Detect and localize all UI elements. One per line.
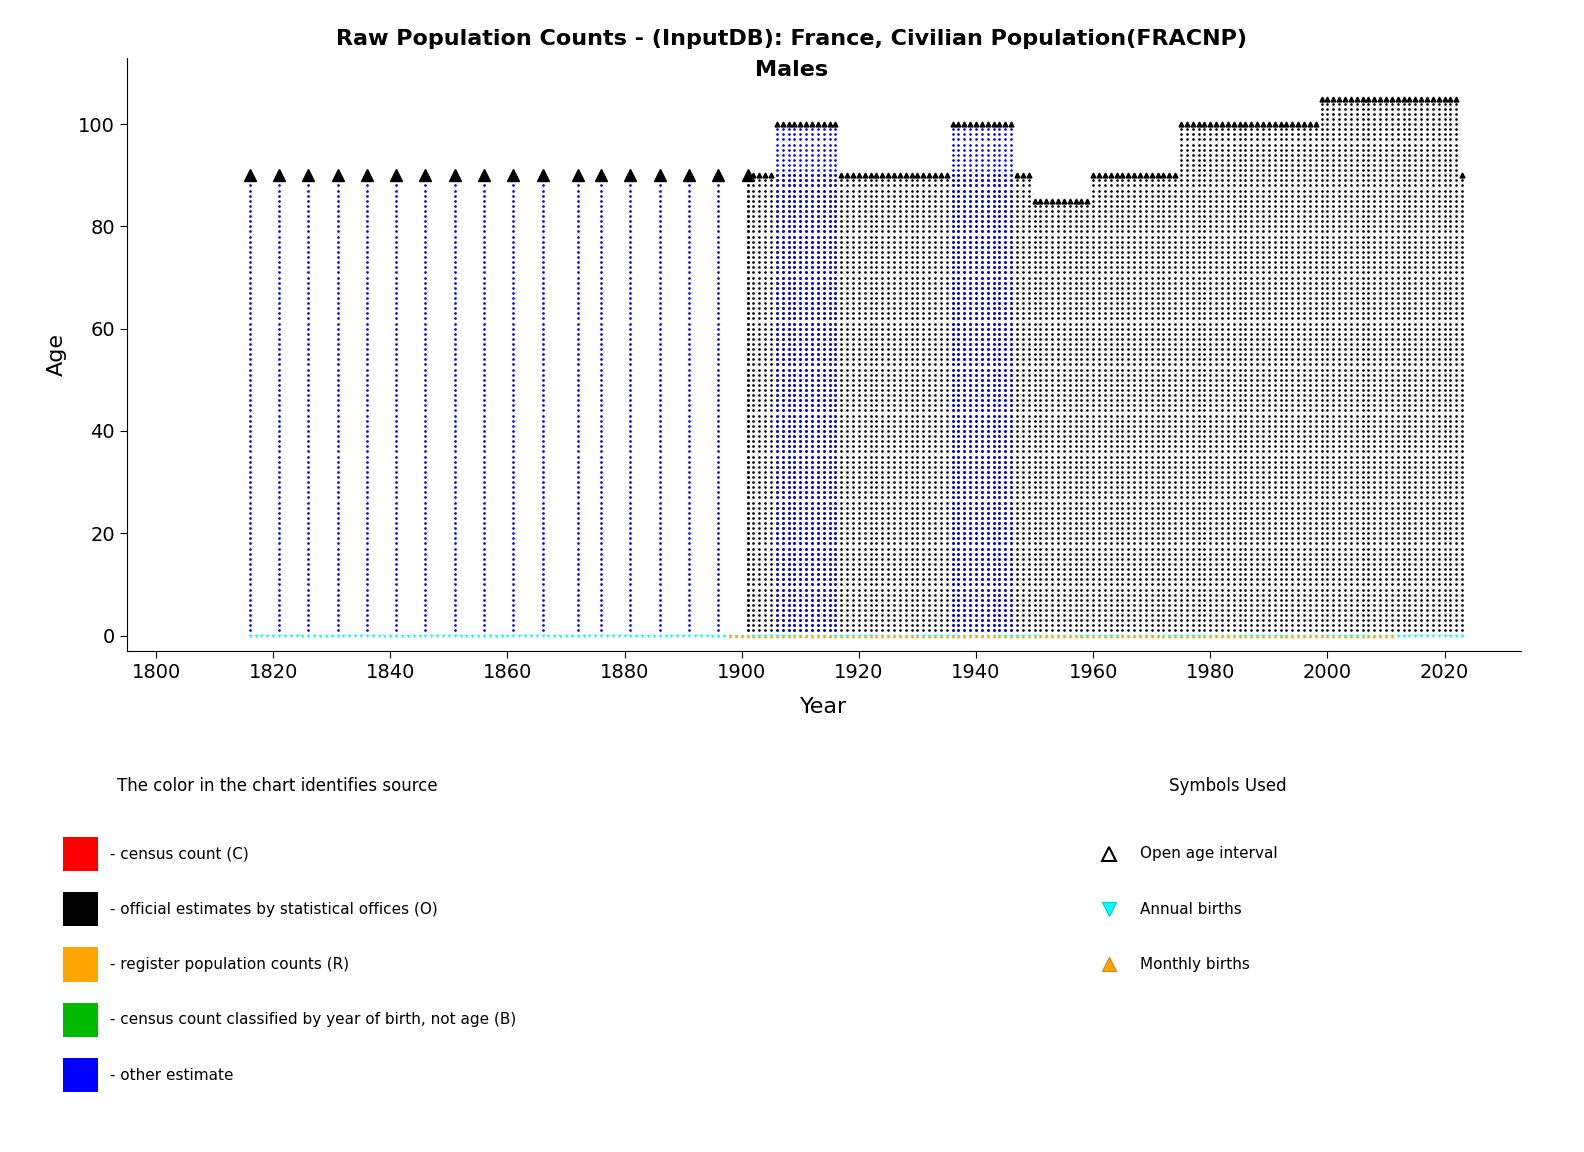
FancyBboxPatch shape	[63, 947, 98, 982]
Text: Year: Year	[800, 697, 847, 717]
Text: Open age interval: Open age interval	[1140, 846, 1278, 862]
Text: Monthly births: Monthly births	[1140, 957, 1250, 972]
Text: Raw Population Counts - (InputDB): France, Civilian Population(FRACNP): Raw Population Counts - (InputDB): Franc…	[336, 29, 1248, 48]
Text: The color in the chart identifies source: The color in the chart identifies source	[117, 776, 437, 795]
Text: - census count (C): - census count (C)	[105, 846, 249, 862]
Y-axis label: Age: Age	[48, 333, 67, 376]
Text: Males: Males	[756, 60, 828, 79]
FancyBboxPatch shape	[63, 1002, 98, 1037]
Text: - other estimate: - other estimate	[105, 1068, 233, 1083]
Text: - census count classified by year of birth, not age (B): - census count classified by year of bir…	[105, 1013, 516, 1028]
Text: Annual births: Annual births	[1140, 902, 1242, 917]
FancyBboxPatch shape	[63, 836, 98, 871]
Text: - register population counts (R): - register population counts (R)	[105, 957, 348, 972]
Text: - official estimates by statistical offices (O): - official estimates by statistical offi…	[105, 902, 437, 917]
Text: Symbols Used: Symbols Used	[1169, 776, 1286, 795]
FancyBboxPatch shape	[63, 892, 98, 926]
FancyBboxPatch shape	[63, 1059, 98, 1092]
